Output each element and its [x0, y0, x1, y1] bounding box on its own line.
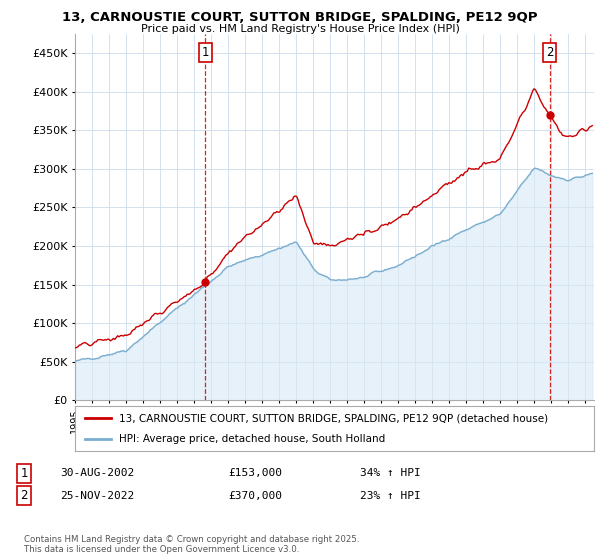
- Text: £153,000: £153,000: [228, 468, 282, 478]
- Text: 25-NOV-2022: 25-NOV-2022: [60, 491, 134, 501]
- Text: 13, CARNOUSTIE COURT, SUTTON BRIDGE, SPALDING, PE12 9QP (detached house): 13, CARNOUSTIE COURT, SUTTON BRIDGE, SPA…: [119, 413, 548, 423]
- Text: 2: 2: [546, 46, 554, 59]
- Text: Price paid vs. HM Land Registry's House Price Index (HPI): Price paid vs. HM Land Registry's House …: [140, 24, 460, 34]
- Text: 34% ↑ HPI: 34% ↑ HPI: [360, 468, 421, 478]
- Text: 30-AUG-2002: 30-AUG-2002: [60, 468, 134, 478]
- Text: Contains HM Land Registry data © Crown copyright and database right 2025.
This d: Contains HM Land Registry data © Crown c…: [24, 535, 359, 554]
- Text: 2: 2: [20, 489, 28, 502]
- Text: £370,000: £370,000: [228, 491, 282, 501]
- Text: 1: 1: [20, 466, 28, 480]
- Text: 13, CARNOUSTIE COURT, SUTTON BRIDGE, SPALDING, PE12 9QP: 13, CARNOUSTIE COURT, SUTTON BRIDGE, SPA…: [62, 11, 538, 24]
- Text: 23% ↑ HPI: 23% ↑ HPI: [360, 491, 421, 501]
- Text: 1: 1: [202, 46, 209, 59]
- Text: HPI: Average price, detached house, South Holland: HPI: Average price, detached house, Sout…: [119, 433, 385, 444]
